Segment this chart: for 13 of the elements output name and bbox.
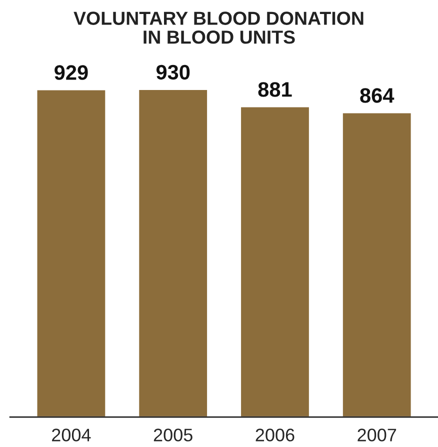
data-label: 881 xyxy=(258,82,292,97)
x-tick-label: 2005 xyxy=(154,428,192,442)
data-label: 930 xyxy=(156,64,190,80)
x-tick-label: 2006 xyxy=(256,428,294,442)
data-label: 929 xyxy=(54,65,88,80)
bar xyxy=(36,88,107,418)
chart-title: VOLUNTARY BLOOD DONATION IN BLOOD UNITS xyxy=(74,12,364,44)
data-label: 864 xyxy=(360,88,394,103)
bar xyxy=(240,106,310,418)
bar xyxy=(342,112,412,418)
x-tick-label: 2004 xyxy=(52,428,91,442)
bar xyxy=(138,88,208,418)
x-tick-label: 2007 xyxy=(358,428,396,442)
